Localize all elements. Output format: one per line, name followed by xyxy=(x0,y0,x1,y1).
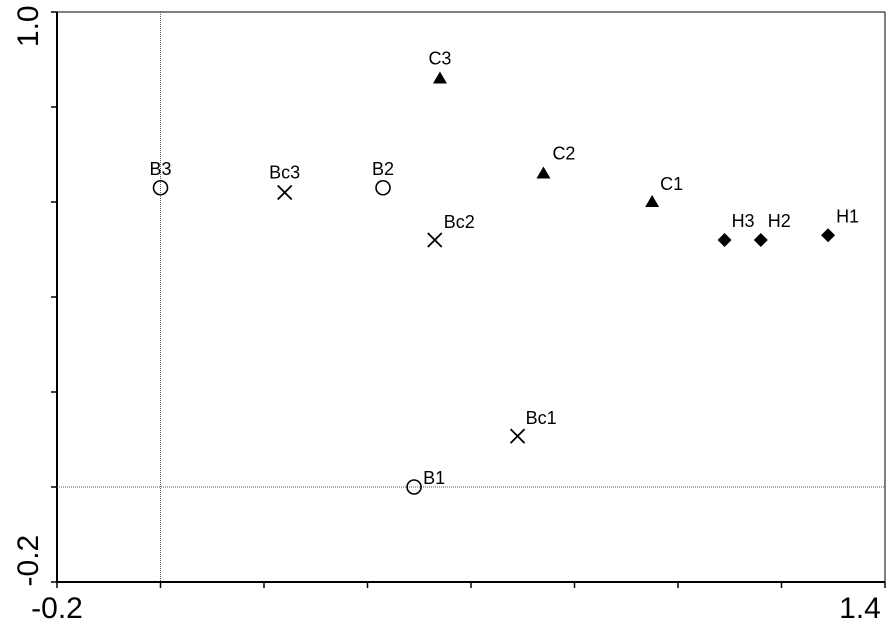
point-marker-c3 xyxy=(432,71,447,84)
point-marker-c2 xyxy=(536,166,551,179)
point-marker-h3 xyxy=(717,233,732,247)
point-marker-h1 xyxy=(821,228,836,243)
y-tick-label-max: 1.0 xyxy=(12,5,45,47)
point-label-c2: C2 xyxy=(552,144,575,164)
point-label-b2: B2 xyxy=(372,159,394,179)
point-label-bc1: Bc1 xyxy=(526,408,557,428)
point-marker-bc1 xyxy=(509,428,526,444)
point-label-bc2: Bc2 xyxy=(444,212,475,232)
point-marker-bc3 xyxy=(277,184,293,201)
point-marker-b1 xyxy=(406,479,422,495)
point-marker-c1 xyxy=(645,195,660,207)
point-label-c3: C3 xyxy=(428,49,451,69)
point-label-b3: B3 xyxy=(149,159,171,179)
point-marker-h2 xyxy=(753,233,768,247)
point-marker-b2 xyxy=(375,179,391,196)
point-label-b1: B1 xyxy=(423,468,445,488)
point-label-h2: H2 xyxy=(768,211,791,231)
x-tick-label-max: 1.4 xyxy=(839,592,881,623)
point-marker-b3 xyxy=(152,179,169,196)
point-label-bc3: Bc3 xyxy=(269,163,300,183)
point-label-h1: H1 xyxy=(836,206,859,226)
point-label-c1: C1 xyxy=(660,174,683,194)
x-tick-label-min: -0.2 xyxy=(31,592,83,623)
point-label-h3: H3 xyxy=(732,211,755,231)
point-marker-bc2 xyxy=(427,232,443,248)
y-tick-label-min: -0.2 xyxy=(12,535,45,587)
